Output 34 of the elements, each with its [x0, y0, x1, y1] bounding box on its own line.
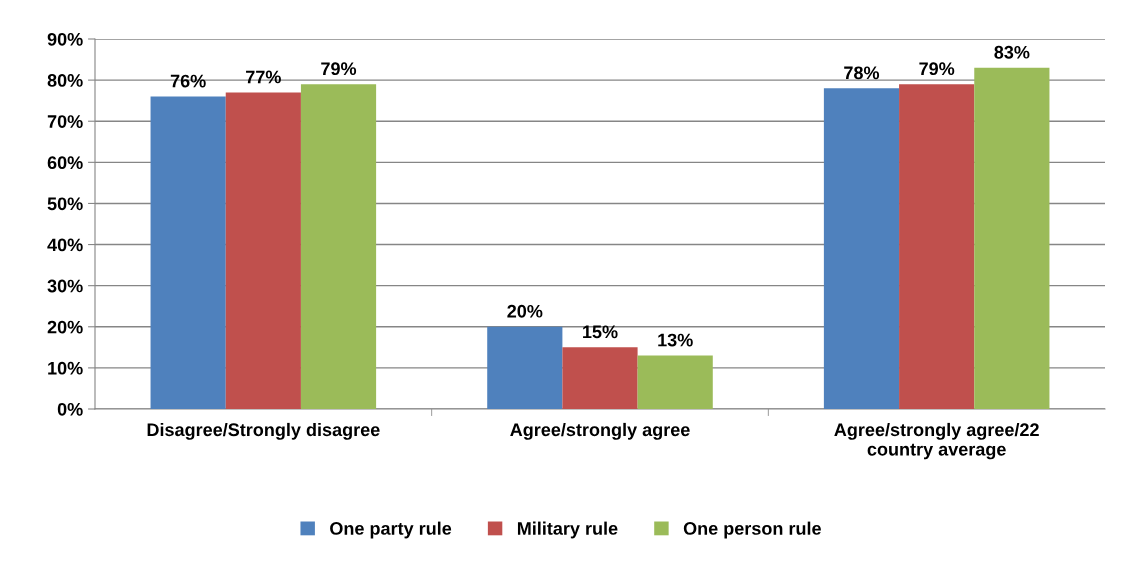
y-tick-label: 60%	[47, 156, 83, 170]
bar	[300, 84, 377, 409]
y-tick-label: 50%	[47, 197, 83, 211]
bar	[487, 326, 563, 409]
bar	[823, 88, 900, 409]
x-tick-label: Disagree/Strongly disagree	[147, 422, 380, 440]
y-tick-label: 80%	[47, 74, 83, 87]
y-tick-label: 90%	[47, 32, 83, 46]
y-tick-label: 20%	[47, 320, 83, 334]
bar	[637, 355, 713, 409]
data-label: 15%	[583, 325, 618, 339]
bar	[899, 84, 975, 409]
x-tick-label: Agree/strongly agree/22 country average	[834, 422, 1039, 460]
data-label: 79%	[321, 62, 357, 76]
y-tick-label: 40%	[47, 238, 83, 252]
data-label: 83%	[994, 45, 1030, 59]
data-label: 77%	[246, 70, 281, 84]
y-tick-label: 0%	[57, 402, 83, 416]
data-label: 79%	[919, 62, 955, 76]
y-tick-label: 30%	[47, 279, 83, 293]
bar	[225, 92, 301, 409]
bar	[974, 67, 1050, 409]
data-label: 20%	[507, 304, 543, 318]
data-label: 76%	[170, 74, 206, 88]
legend-label: One person rule	[683, 521, 821, 539]
bar	[562, 347, 638, 409]
y-tick-label: 70%	[47, 115, 83, 128]
legend-label: One party rule	[330, 521, 452, 539]
bar	[150, 96, 226, 409]
data-label: 13%	[658, 333, 693, 347]
x-tick-label: Agree/strongly agree	[510, 422, 690, 440]
data-label: 78%	[844, 66, 880, 80]
legend-label: Military rule	[517, 521, 618, 539]
y-tick-label: 10%	[48, 361, 83, 375]
